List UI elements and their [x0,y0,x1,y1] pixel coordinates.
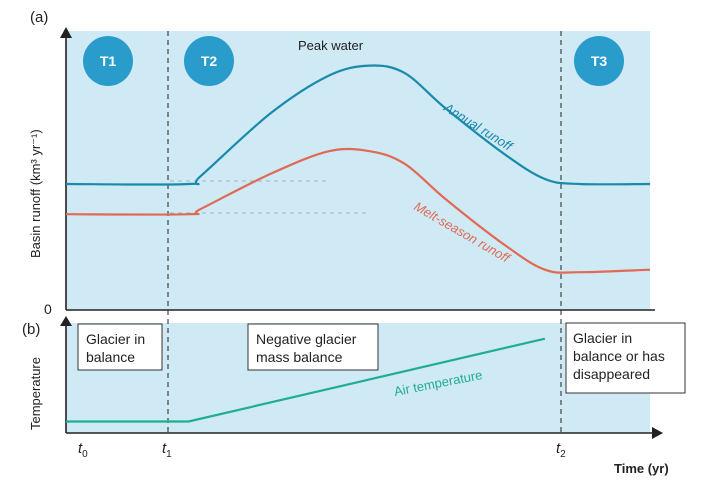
stage-badge-t1: T1 [83,36,133,86]
zero-label: 0 [44,301,52,317]
panel-a-background [66,31,650,310]
panel-a-label: (a) [30,9,48,26]
panel-b-ylabel: Temperature [28,357,43,430]
x-tick-t2: t2 [556,440,566,460]
stage-label-t1: T1 [100,53,117,69]
x-tick-t0: t0 [78,440,88,460]
xaxis-arrow [652,427,663,439]
box3-line2: balance or has [573,348,665,364]
x-axis-title: Time (yr) [614,461,669,476]
box1-line1: Glacier in [86,331,145,347]
stage-badge-t3: T3 [574,36,624,86]
box-glacier-balance: Glacier in balance [77,323,163,371]
box-negative-mass-balance: Negative glacier mass balance [247,323,379,371]
box3-line3: disappeared [573,366,650,382]
box-glacier-disappeared: Glacier in balance or has disappeared [565,322,686,394]
stage-label-t3: T3 [591,53,608,69]
panel-b-label: (b) [22,321,40,338]
panel-a-yaxis-arrow [60,27,72,38]
panel-b-axes [65,322,655,434]
box2-line2: mass balance [256,349,343,365]
box2-line1: Negative glacier [256,331,357,347]
svg-text:Glacier in balance or ha: Glacier in balance or has disappeared [573,330,669,382]
panel-a-ylabel: Basin runoff (km³ yr⁻¹) [28,129,43,258]
stage-label-t2: T2 [201,53,218,69]
box3-line1: Glacier in [573,330,632,346]
svg-text:Negative glacier mass ba: Negative glacier mass balance [256,331,360,365]
panel-a-axes [65,33,655,311]
panel-b-yaxis-arrow [60,316,72,326]
annual-runoff-line [65,64,651,186]
time-dividers [167,31,562,433]
stage-badge-t2: T2 [184,36,234,86]
box1-line2: balance [86,349,135,365]
peak-water-label: Peak water [298,38,364,53]
x-tick-t1: t1 [162,440,172,460]
melt-season-runoff-line [65,147,651,274]
svg-text:Glacier in balance: Glacier in balance [86,331,149,365]
air-temperature-line [66,337,546,423]
